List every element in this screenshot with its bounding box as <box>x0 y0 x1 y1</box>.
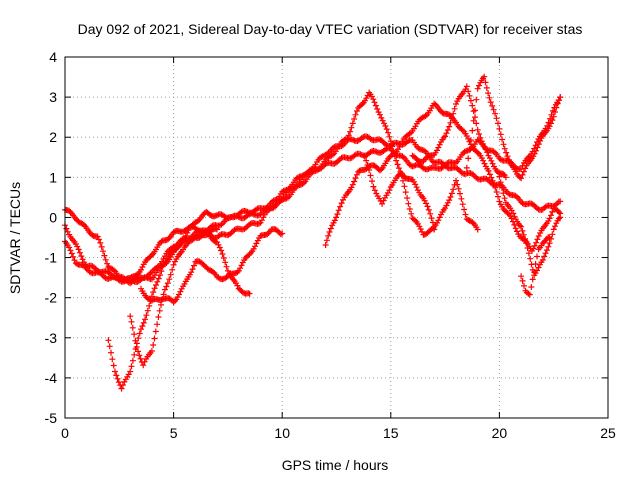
series-track-7 <box>322 100 564 254</box>
y-tick-label: -5 <box>45 410 58 426</box>
x-tick-label: 10 <box>274 425 290 441</box>
y-tick-label: -1 <box>45 250 58 266</box>
series-track-10 <box>361 153 481 233</box>
y-tick-label: 3 <box>49 89 57 105</box>
y-tick-label: 4 <box>49 49 57 65</box>
data-point-markers <box>322 100 564 254</box>
data-point-markers <box>518 234 553 298</box>
data-point-markers <box>138 226 286 306</box>
chart-title: Day 092 of 2021, Sidereal Day-to-day VTE… <box>78 21 583 37</box>
x-tick-label: 15 <box>383 425 399 441</box>
y-tick-label: -3 <box>45 330 58 346</box>
series-track-9 <box>463 73 564 182</box>
y-tick-label: 1 <box>49 169 57 185</box>
series-track-5 <box>127 228 253 369</box>
series-track-6 <box>138 226 286 306</box>
y-tick-label: -4 <box>45 370 58 386</box>
x-axis-label: GPS time / hours <box>282 457 389 473</box>
data-point-markers <box>409 83 509 181</box>
data-point-markers <box>496 173 564 279</box>
series-track-11 <box>496 173 564 279</box>
data-points <box>62 73 564 392</box>
data-point-markers <box>127 228 253 369</box>
series-track-8 <box>409 83 509 181</box>
x-tick-label: 20 <box>492 425 508 441</box>
x-tick-label: 25 <box>600 425 616 441</box>
y-tick-label: 2 <box>49 129 57 145</box>
y-tick-label: 0 <box>49 209 57 225</box>
x-tick-label: 5 <box>170 425 178 441</box>
data-point-markers <box>463 73 564 182</box>
x-tick-label: 0 <box>61 425 69 441</box>
y-axis-label: SDTVAR / TECUs <box>7 182 23 294</box>
y-tick-label: -2 <box>45 290 58 306</box>
series-track-12 <box>518 234 553 298</box>
axis-ticks: 0 5 10 15 20 25 -5 -4 -3 -2 -1 0 1 2 3 4 <box>45 49 616 441</box>
plot-frame <box>64 56 609 419</box>
data-point-markers <box>361 153 481 233</box>
